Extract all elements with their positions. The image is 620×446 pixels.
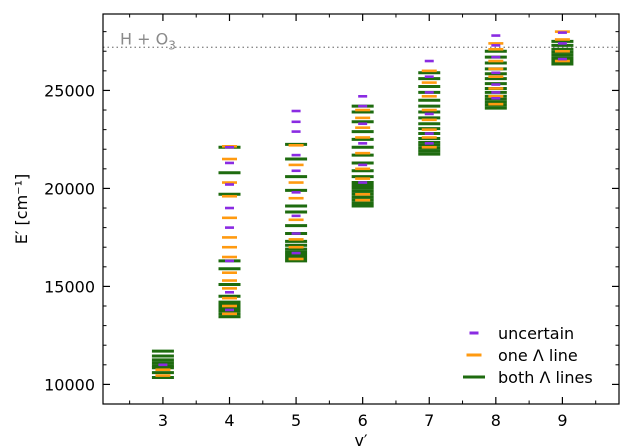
tick-marks <box>103 14 619 404</box>
x-tick-label: 7 <box>424 411 434 430</box>
x-tick-label: 8 <box>491 411 501 430</box>
plot-frame <box>102 13 620 405</box>
legend-label-uncertain: uncertain <box>498 324 574 343</box>
data-points <box>151 30 574 380</box>
legend-label-both-lambda-lines: both Λ lines <box>498 368 593 387</box>
y-tick-label: 10000 <box>44 375 95 394</box>
y-tick-labels: 10000 15000 20000 25000 <box>44 81 95 394</box>
axes <box>102 13 620 405</box>
x-tick-label: 3 <box>158 411 168 430</box>
series-uncertain <box>158 31 567 367</box>
legend-item-one-lambda-line: one Λ line <box>466 346 578 365</box>
y-axis-label: E′ [cm⁻¹] <box>12 174 31 245</box>
series-one-lambda-line <box>155 30 570 377</box>
threshold-label-base: H + O <box>120 29 168 48</box>
legend: uncertain one Λ line both Λ lines <box>463 324 593 387</box>
x-tick-label: 5 <box>291 411 301 430</box>
y-tick-label: 20000 <box>44 179 95 198</box>
x-axis-label: v′ <box>354 431 367 446</box>
x-tick-label: 6 <box>358 411 368 430</box>
h-o3-threshold-label: H + O3 <box>120 29 176 52</box>
threshold-label-subscript: 3 <box>168 38 176 52</box>
legend-item-both-lambda-lines: both Λ lines <box>463 368 593 387</box>
legend-label-one-lambda-line: one Λ line <box>498 346 578 365</box>
y-tick-label: 15000 <box>44 277 95 296</box>
x-tick-label: 4 <box>224 411 234 430</box>
x-tick-label: 9 <box>557 411 567 430</box>
x-tick-labels: 3 4 5 6 7 8 9 <box>158 411 568 430</box>
y-tick-label: 25000 <box>44 81 95 100</box>
reference-line-group: H + O3 <box>103 29 619 52</box>
legend-item-uncertain: uncertain <box>469 324 574 343</box>
